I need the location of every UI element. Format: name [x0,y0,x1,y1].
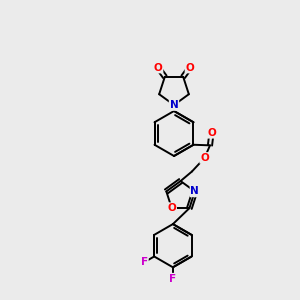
Text: O: O [200,153,209,163]
Text: N: N [169,100,178,110]
Text: N: N [190,186,199,197]
Text: F: F [169,274,176,284]
Text: O: O [207,128,216,138]
Text: F: F [141,257,148,267]
Text: O: O [154,63,163,73]
Text: O: O [185,63,194,73]
Text: O: O [167,203,176,213]
